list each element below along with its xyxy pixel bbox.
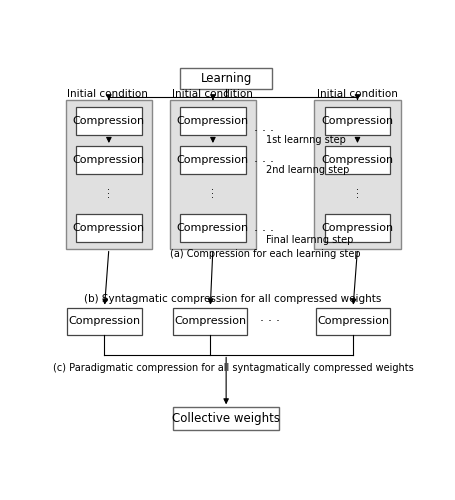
Text: Compression: Compression xyxy=(321,116,394,126)
FancyBboxPatch shape xyxy=(325,108,390,135)
Text: ·: · xyxy=(356,189,359,199)
FancyBboxPatch shape xyxy=(316,308,390,336)
FancyBboxPatch shape xyxy=(173,308,248,336)
Text: Compression: Compression xyxy=(321,223,394,233)
Text: Compression: Compression xyxy=(73,116,145,126)
FancyBboxPatch shape xyxy=(76,214,142,242)
FancyBboxPatch shape xyxy=(173,408,279,430)
Text: Compression: Compression xyxy=(73,223,145,233)
Text: 1st learnng step: 1st learnng step xyxy=(266,135,345,145)
FancyBboxPatch shape xyxy=(325,214,390,242)
FancyBboxPatch shape xyxy=(180,68,272,89)
Text: Initial condition: Initial condition xyxy=(317,90,398,100)
Text: ·: · xyxy=(356,192,359,202)
Text: Learning: Learning xyxy=(201,72,252,85)
Text: (c) Paradigmatic compression for all syntagmatically compressed weights: (c) Paradigmatic compression for all syn… xyxy=(53,363,414,373)
Text: ·: · xyxy=(212,192,214,202)
FancyBboxPatch shape xyxy=(180,214,246,242)
Text: · · ·: · · · xyxy=(254,225,274,238)
Text: · · ·: · · · xyxy=(260,315,280,328)
Text: 2nd learnng step: 2nd learnng step xyxy=(266,164,349,174)
FancyBboxPatch shape xyxy=(314,100,401,248)
Text: Compression: Compression xyxy=(73,154,145,164)
Text: Compression: Compression xyxy=(321,154,394,164)
Text: Compression: Compression xyxy=(177,223,249,233)
Text: Final learnng step: Final learnng step xyxy=(266,235,353,245)
Text: ·: · xyxy=(356,185,359,195)
FancyBboxPatch shape xyxy=(76,146,142,174)
Text: (a) Compression for each learning step: (a) Compression for each learning step xyxy=(170,250,360,260)
Text: Initial condition: Initial condition xyxy=(172,90,253,100)
Text: Compression: Compression xyxy=(177,116,249,126)
FancyBboxPatch shape xyxy=(180,146,246,174)
Text: (b) Syntagmatic compression for all compressed weights: (b) Syntagmatic compression for all comp… xyxy=(85,294,382,304)
FancyBboxPatch shape xyxy=(76,108,142,135)
Text: Compression: Compression xyxy=(177,154,249,164)
Text: ·: · xyxy=(212,185,214,195)
FancyBboxPatch shape xyxy=(325,146,390,174)
Text: Collective weights: Collective weights xyxy=(172,412,280,425)
Text: Initial condition: Initial condition xyxy=(67,90,148,100)
FancyBboxPatch shape xyxy=(170,100,256,248)
Text: ·: · xyxy=(107,185,111,195)
Text: Compression: Compression xyxy=(317,316,389,326)
FancyBboxPatch shape xyxy=(67,308,142,336)
Text: Compression: Compression xyxy=(68,316,141,326)
Text: ·: · xyxy=(212,189,214,199)
Text: · · ·: · · · xyxy=(254,124,274,138)
FancyBboxPatch shape xyxy=(180,108,246,135)
Text: ·: · xyxy=(107,189,111,199)
Text: ·: · xyxy=(107,192,111,202)
FancyBboxPatch shape xyxy=(66,100,152,248)
Text: Compression: Compression xyxy=(174,316,246,326)
Text: · · ·: · · · xyxy=(254,156,274,168)
